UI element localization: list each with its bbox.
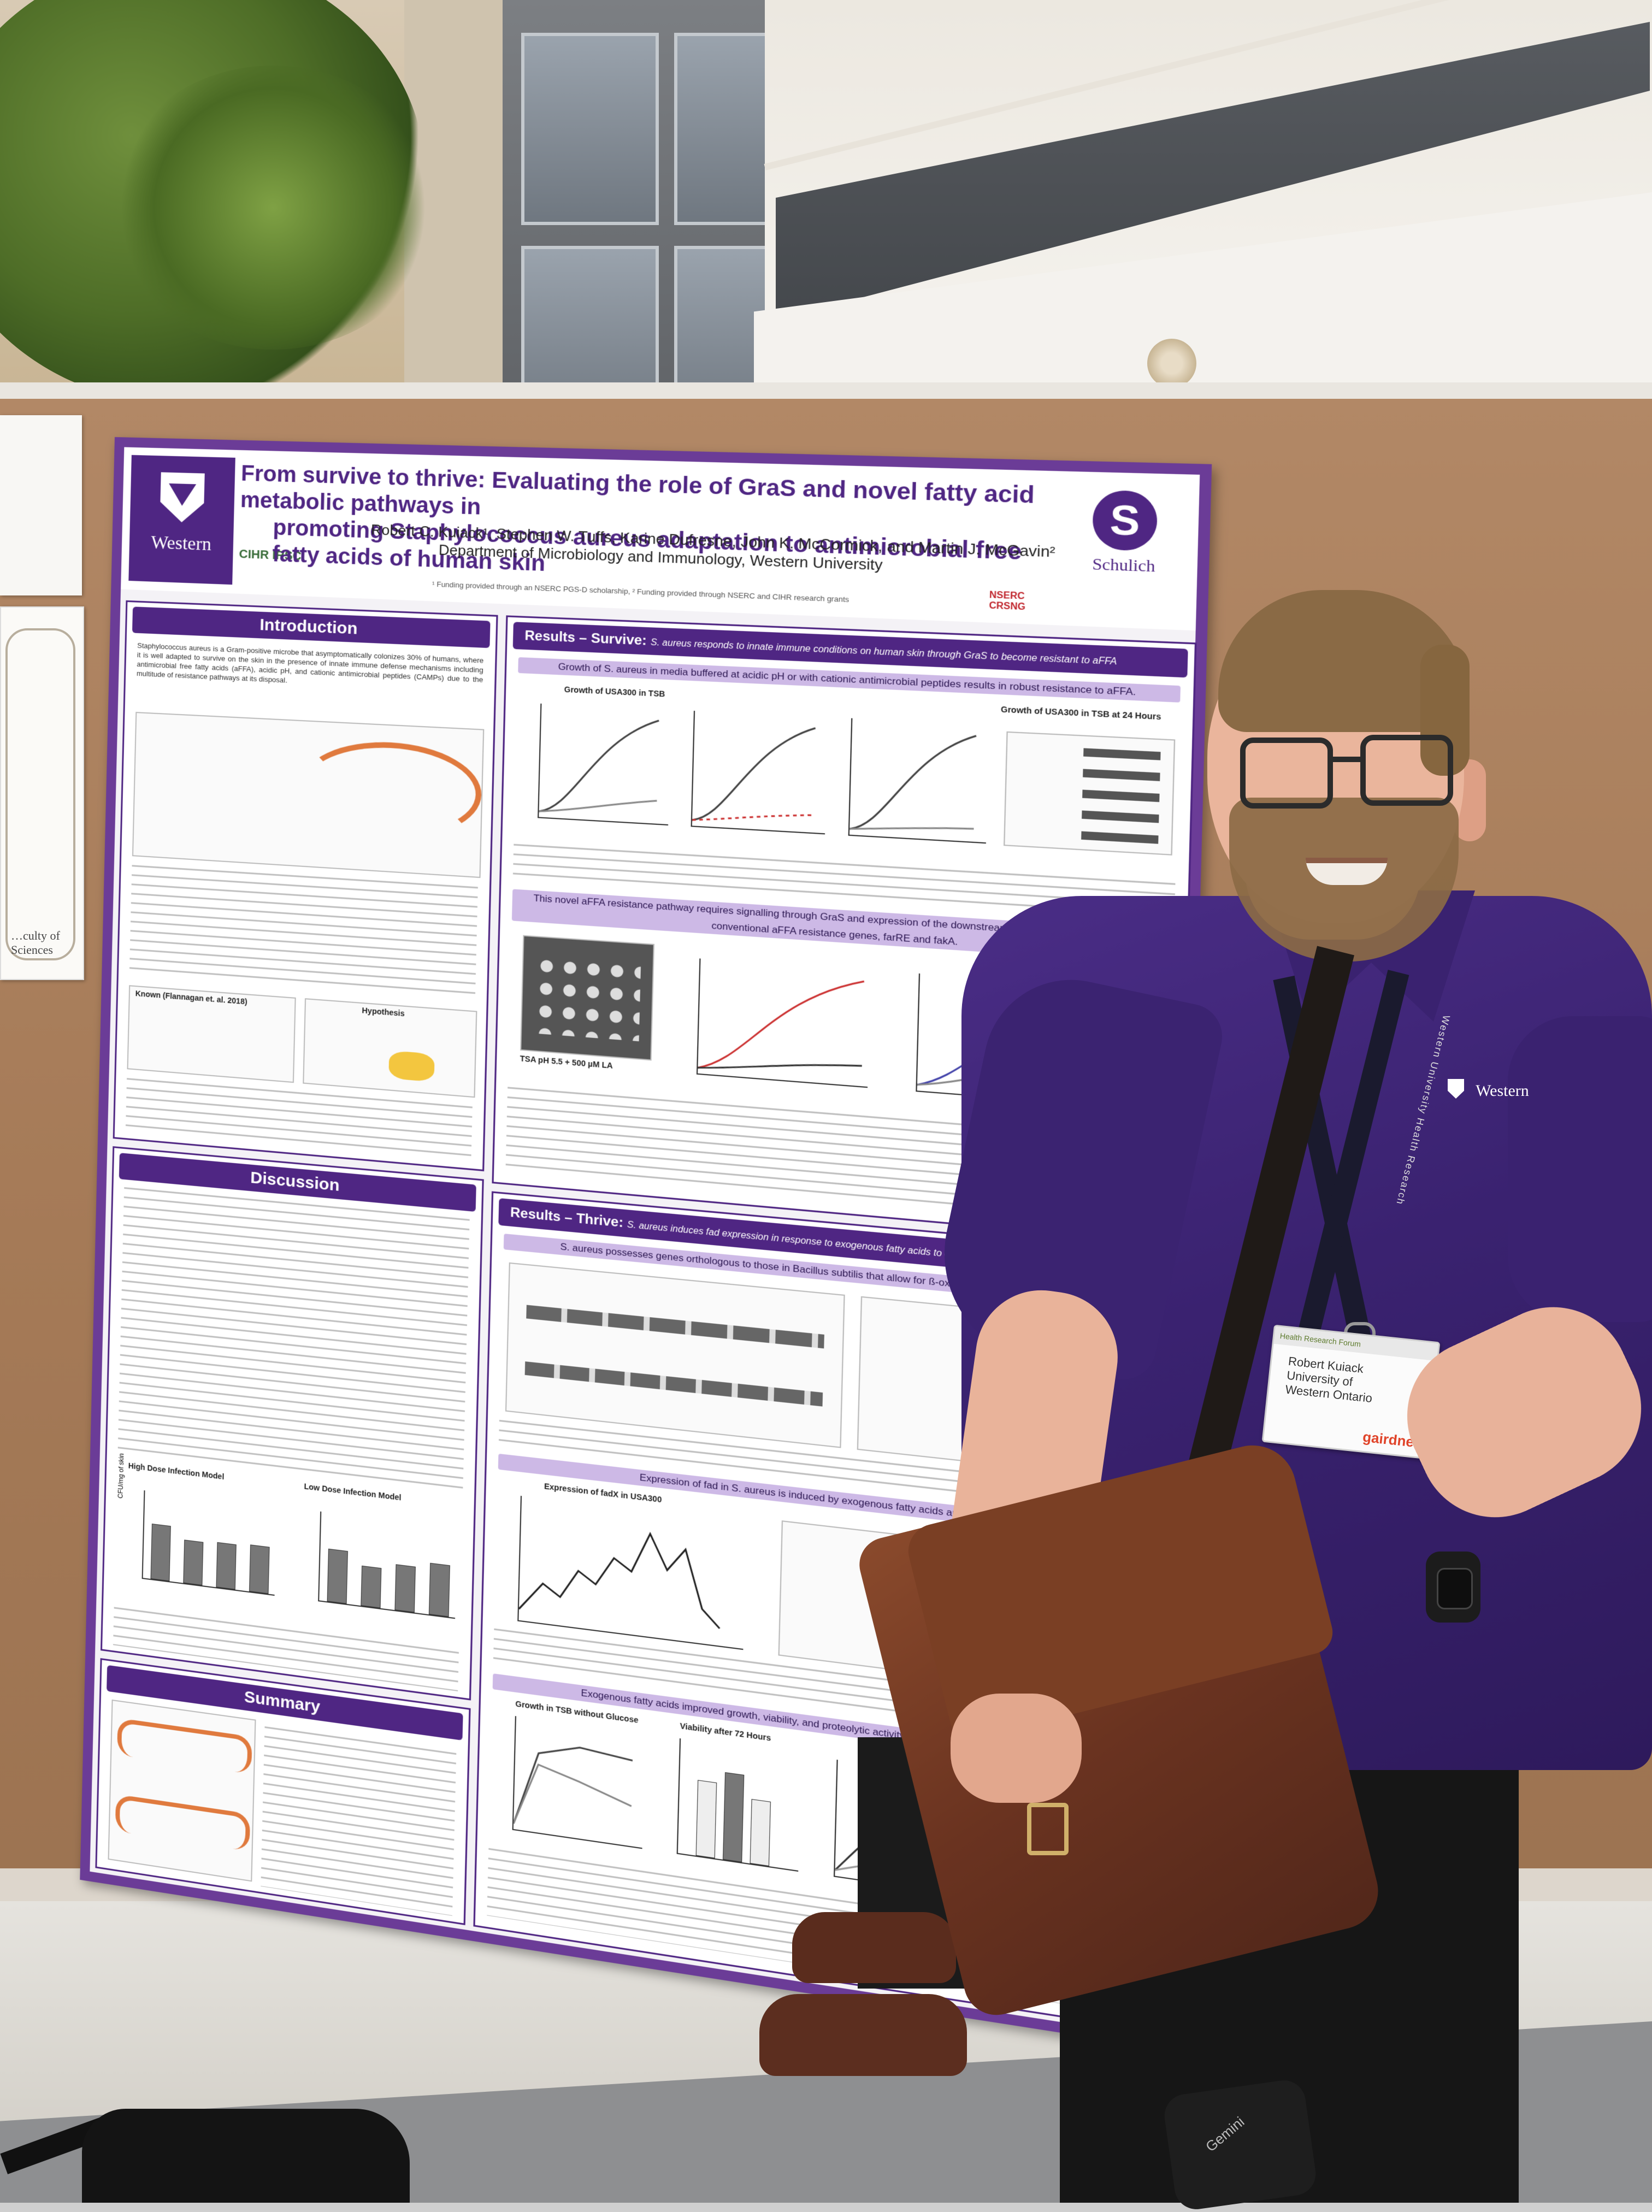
hypothesis-label: Hypothesis [362, 1006, 405, 1018]
bar [722, 1772, 745, 1862]
growth-chart-c [848, 718, 989, 844]
side-certificate [0, 606, 84, 980]
membrane-diagram [299, 738, 483, 843]
high-dose-label: High Dose Infection Model [128, 1461, 225, 1482]
hypothesis-figure: Hypothesis [303, 998, 477, 1098]
cfu-bar [183, 1539, 204, 1586]
bar [1081, 831, 1159, 844]
badge-name: Robert Kuiack University of Western Onta… [1284, 1354, 1376, 1406]
usa300-growth-label: Growth of USA300 in TSB [564, 685, 665, 699]
growth-chart-a [538, 703, 671, 826]
known-label: Known (Flannagan et. al. 2018) [135, 989, 247, 1006]
results-survive-title: Results – Survive: [524, 628, 647, 648]
backpack [82, 2109, 410, 2203]
side-paper [0, 415, 82, 595]
intro-text: Staphylococcus aureus is a Gram-positive… [136, 641, 484, 685]
bag-buckle [1027, 1803, 1069, 1855]
intro-pathway-figure [132, 712, 485, 878]
fig-d-label: Growth of USA300 in TSB at 24 Hours [1000, 704, 1161, 722]
summary-membrane-diagram [115, 1794, 251, 1851]
discussion-text-lines [117, 1187, 470, 1489]
summary-figure [108, 1699, 256, 1882]
introduction-panel: Introduction Staphylococcus aureus is a … [113, 600, 498, 1172]
certificate-border [5, 628, 75, 960]
shirt-sleeve [1508, 1016, 1652, 1322]
summary-text-lines [261, 1726, 457, 1916]
window-pane [521, 33, 659, 225]
cfu-bar [327, 1548, 348, 1604]
cfu-bar [150, 1523, 171, 1582]
poster-header: Western CIHR IRSC From survive to thrive… [121, 447, 1200, 631]
bar [695, 1780, 717, 1859]
bar [1083, 769, 1160, 781]
cfu-bar [361, 1565, 382, 1608]
tsb-growth-chart [512, 1716, 645, 1849]
growth-chart-b [691, 711, 828, 835]
hair [1420, 645, 1470, 776]
low-dose-chart [318, 1511, 458, 1619]
gene-arrows-saureus [526, 1305, 824, 1349]
results-survive-subtitle: S. aureus responds to innate immune cond… [650, 638, 1117, 667]
bar [1083, 748, 1161, 760]
schulich-logo: S Schulich [1071, 483, 1178, 618]
tree-foliage [109, 66, 437, 350]
discussion-panel: Discussion High Dose Infection Model Low… [101, 1146, 484, 1701]
cfu-bar [216, 1542, 237, 1590]
cfu-bar [428, 1562, 450, 1617]
nserc-logo: NSERC CRSNG [989, 590, 1026, 612]
gene-arrows-bsubtilis [524, 1361, 823, 1407]
colony-spots [533, 954, 641, 1042]
known-figure: Known (Flannagan et. al. 2018) [127, 985, 296, 1083]
smile [1306, 858, 1388, 885]
camera-bag [1161, 2077, 1319, 2212]
brown-shoe [792, 1912, 956, 1983]
cfu-bar [249, 1544, 270, 1594]
summary-membrane-diagram [117, 1718, 252, 1774]
results-thrive-title: Results – Thrive: [510, 1205, 624, 1231]
bacteria-cluster [388, 1050, 435, 1082]
brown-shoe [759, 1994, 967, 2076]
growth-curve [849, 718, 989, 842]
glasses-bridge [1333, 757, 1366, 762]
western-logo: Western [128, 455, 235, 585]
watch-face [1437, 1568, 1473, 1609]
fadx-expression-chart [517, 1496, 747, 1650]
introduction-heading: Introduction [132, 606, 491, 648]
growth-curve [539, 704, 671, 824]
summary-panel: Summary [95, 1658, 471, 1926]
growth-chart-ab [697, 958, 871, 1088]
gene-map-figure [505, 1262, 845, 1448]
bar [1082, 810, 1159, 823]
schulich-s-icon: S [1092, 489, 1158, 552]
plate-photo [520, 935, 654, 1061]
cfu-axis-label: CFU/mg of skin [116, 1453, 126, 1499]
growth-24h-bars [1004, 731, 1176, 856]
growth-curve [692, 711, 828, 833]
certificate-text: …culty of Sciences [11, 929, 60, 957]
bar [750, 1798, 771, 1867]
growth-curve [514, 1716, 645, 1848]
viability-chart [676, 1738, 801, 1872]
shirt-logo: Western [1476, 1082, 1529, 1100]
schulich-text: Schulich [1092, 555, 1156, 576]
board-frame [0, 382, 1652, 399]
high-dose-chart [141, 1490, 277, 1596]
low-dose-label: Low Dose Infection Model [304, 1482, 402, 1502]
glasses-icon [1360, 735, 1453, 806]
growth-curve [698, 959, 870, 1087]
intro-paragraph-lines [129, 865, 478, 1000]
glasses-icon [1240, 738, 1333, 809]
expression-curve [518, 1496, 746, 1649]
western-logo-text: Western [150, 532, 212, 555]
ceiling-speaker [1147, 339, 1196, 388]
left-hand [951, 1694, 1082, 1803]
bar [1082, 789, 1160, 803]
cfu-bar [394, 1564, 416, 1613]
